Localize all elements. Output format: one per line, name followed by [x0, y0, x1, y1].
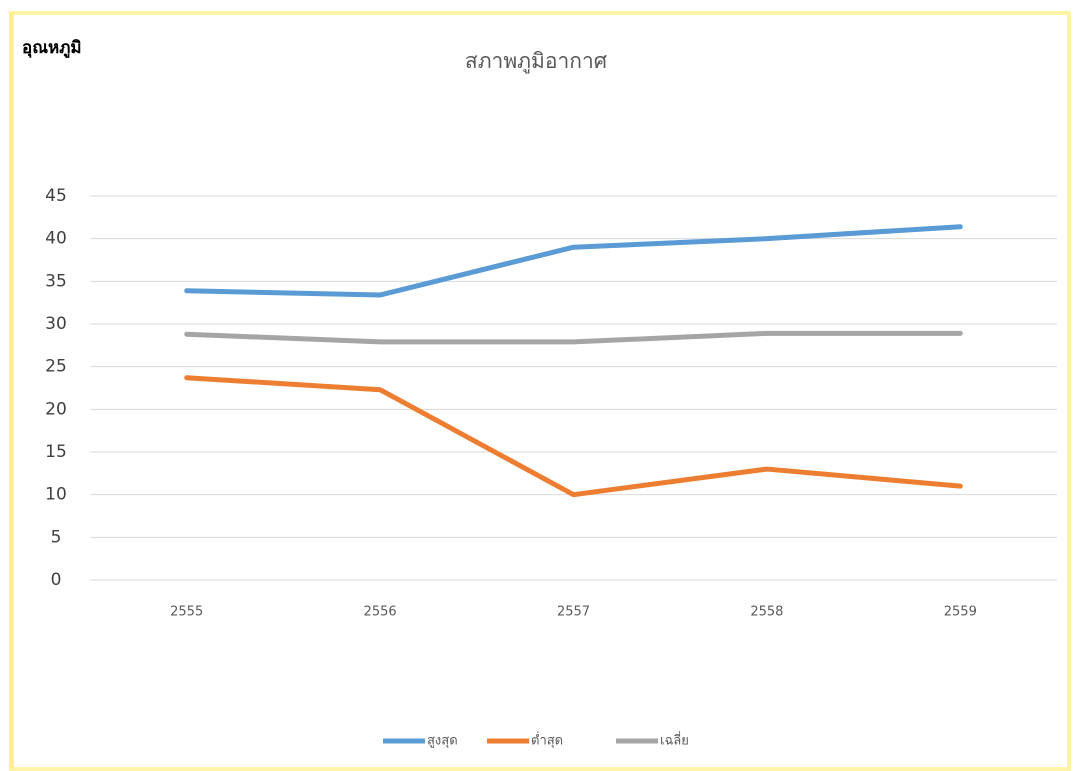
legend-label: เฉลี่ย — [660, 732, 689, 749]
y-tick-label: 20 — [45, 399, 67, 419]
y-tick-label: 30 — [45, 314, 67, 334]
y-tick-label: 35 — [45, 271, 67, 291]
x-tick-label: 2555 — [170, 605, 203, 620]
x-tick-label: 2558 — [750, 605, 783, 620]
y-tick-label: 40 — [45, 229, 67, 249]
y-tick-label: 25 — [45, 357, 67, 377]
legend-label: ต่ำสุด — [531, 732, 563, 749]
line-series — [184, 330, 963, 345]
y-tick-label: 45 — [45, 186, 67, 206]
y-tick-label: 5 — [51, 527, 62, 547]
frame-edge — [9, 12, 14, 769]
line-series — [184, 224, 963, 298]
y-tick-label: 10 — [45, 485, 67, 505]
y-tick-label: 15 — [45, 442, 67, 462]
line-series — [184, 375, 963, 498]
x-tick-label: 2559 — [944, 605, 977, 620]
x-tick-label: 2557 — [557, 605, 590, 620]
legend-label: สูงสุด — [427, 734, 458, 749]
x-tick-label: 2556 — [364, 605, 397, 620]
y-axis-label: อุณหภูมิ — [22, 38, 82, 59]
chart-title: สภาพภูมิอากาศ — [465, 49, 608, 74]
y-tick-label: 0 — [51, 570, 62, 590]
chart-frame — [9, 11, 1071, 771]
